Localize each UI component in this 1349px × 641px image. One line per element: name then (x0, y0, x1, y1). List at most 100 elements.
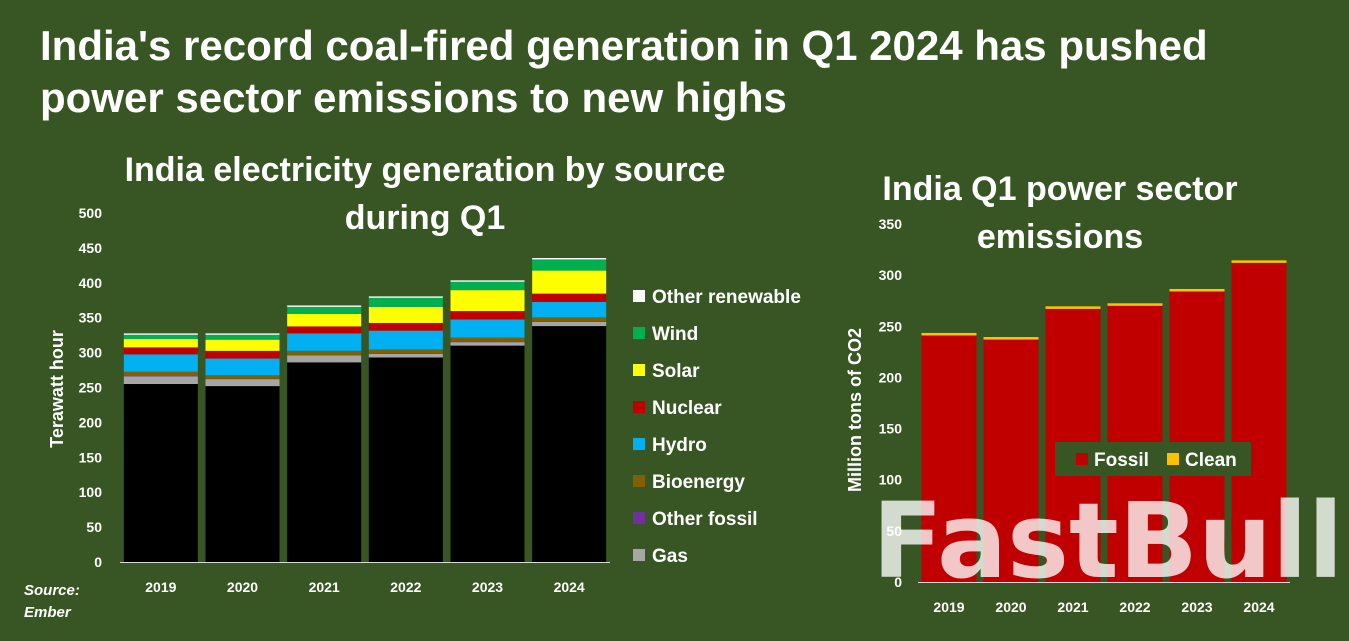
legend-label-solar: Solar (652, 361, 700, 382)
generation-bar-gas-2021 (287, 355, 362, 363)
legend-swatch-hydro (633, 438, 645, 450)
generation-y-tick: 250 (79, 380, 103, 396)
legend-swatch-nuclear (633, 401, 645, 413)
generation-bar-other-renewable-2022 (368, 296, 443, 298)
legend-swatch-fossil (1076, 453, 1088, 465)
generation-chart: Terawatt hour 0 50 100 150 200 250 300 350 400 45… (47, 205, 801, 595)
generation-bar-solar-2024 (532, 270, 607, 294)
generation-y-tick: 0 (94, 554, 102, 570)
emissions-y-tick: 300 (879, 267, 903, 283)
legend-label-hydro: Hydro (652, 435, 707, 456)
generation-bar-other-renewable-2023 (450, 280, 525, 282)
emissions-y-tick: 250 (879, 318, 903, 334)
generation-y-tick: 450 (79, 240, 103, 256)
emissions-y-tick: 0 (894, 574, 902, 590)
generation-x-tick: 2024 (554, 579, 585, 595)
generation-bar-nuclear-2021 (287, 326, 362, 334)
emissions-chart-title: India Q1 power sector emissions (882, 170, 1238, 256)
generation-y-tick: 500 (79, 205, 103, 221)
generation-bar-other-renewable-2021 (287, 305, 362, 307)
emissions-bar-fossil-2023 (1169, 291, 1225, 582)
source-label: Source: (24, 582, 80, 599)
generation-chart-title: India electricity generation by source d… (124, 151, 726, 237)
generation-bar-bioenergy-2019 (123, 371, 198, 376)
generation-y-tick: 300 (79, 345, 103, 361)
legend-label-wind: Wind (652, 324, 698, 345)
watermark: FastBull (872, 480, 1343, 602)
generation-bar-hydro-2022 (368, 330, 443, 350)
emissions-bar-clean-2022 (1107, 303, 1163, 306)
legend-swatch-gas (633, 549, 645, 561)
legend-swatch-wind (633, 327, 645, 339)
generation-bar-nuclear-2022 (368, 322, 443, 331)
emissions-bar-fossil-2024 (1231, 262, 1287, 582)
generation-bar-coal-2024 (532, 326, 607, 562)
generation-bar-coal-2023 (450, 345, 525, 562)
generation-bar-bioenergy-2023 (450, 337, 525, 342)
legend-swatch-other-renewable (633, 290, 645, 302)
emissions-x-tick: 2022 (1119, 599, 1150, 615)
generation-y-tick: 50 (86, 519, 102, 535)
generation-bar-hydro-2019 (123, 354, 198, 372)
generation-bar-wind-2024 (532, 259, 607, 271)
generation-bar-gas-2020 (205, 379, 280, 387)
emissions-x-tick: 2024 (1243, 599, 1274, 615)
legend-swatch-bioenergy (633, 475, 645, 487)
legend-swatch-other-fossil (633, 512, 645, 524)
generation-bar-wind-2019 (123, 334, 198, 339)
emissions-y-tick: 200 (879, 369, 903, 385)
generation-bar-solar-2020 (205, 339, 280, 351)
emissions-bar-clean-2021 (1045, 306, 1101, 309)
generation-y-tick: 200 (79, 414, 103, 430)
generation-bar-coal-2020 (205, 386, 280, 562)
generation-bar-bioenergy-2020 (205, 375, 280, 379)
generation-bar-wind-2021 (287, 306, 362, 314)
generation-y-tick: 400 (79, 275, 103, 291)
page-title: India's record coal-fired generation in … (40, 22, 1208, 121)
generation-x-tick: 2021 (309, 579, 340, 595)
generation-y-tick: 100 (79, 484, 103, 500)
generation-bar-coal-2019 (123, 384, 198, 562)
generation-bar-gas-2024 (532, 321, 607, 327)
generation-y-tick: 150 (79, 449, 103, 465)
generation-bar-other-renewable-2024 (532, 258, 607, 260)
generation-x-tick: 2019 (145, 579, 176, 595)
emissions-x-tick: 2021 (1057, 599, 1088, 615)
legend-label-other-fossil: Other fossil (652, 509, 758, 530)
legend-label-clean: Clean (1185, 450, 1237, 471)
legend-label-other-renewable: Other renewable (652, 287, 801, 308)
generation-bar-other-renewable-2020 (205, 333, 280, 335)
legend-swatch-clean (1167, 453, 1179, 465)
source-note: Source: Ember (24, 580, 104, 624)
emissions-y-axis-title: Million tons of CO2 (845, 328, 865, 492)
emissions-x-tick: 2020 (995, 599, 1026, 615)
generation-bar-nuclear-2023 (450, 311, 525, 320)
legend-label-nuclear: Nuclear (652, 398, 722, 419)
generation-bar-coal-2022 (368, 357, 443, 562)
generation-bar-bioenergy-2021 (287, 350, 362, 356)
generation-bar-wind-2023 (450, 281, 525, 291)
legend-label-fossil: Fossil (1094, 450, 1149, 471)
emissions-bar-clean-2024 (1231, 260, 1287, 263)
generation-bar-nuclear-2024 (532, 293, 607, 302)
emissions-bar-clean-2020 (983, 337, 1039, 340)
emissions-y-tick: 50 (886, 523, 902, 539)
emissions-chart: Million tons of CO2 0 50 100 150 200 250 300 35… (845, 216, 1290, 615)
emissions-x-tick: 2019 (933, 599, 964, 615)
watermark-logo: FastBull (872, 480, 1343, 602)
generation-bar-bioenergy-2022 (368, 349, 443, 354)
emissions-bar-clean-2019 (921, 332, 977, 336)
generation-bar-solar-2021 (287, 313, 362, 327)
emissions-bar-fossil-2020 (983, 339, 1039, 582)
generation-bar-gas-2019 (123, 376, 198, 385)
emissions-y-tick: 150 (879, 421, 903, 437)
generation-bar-other-renewable-2019 (123, 333, 198, 335)
generation-y-axis-title: Terawatt hour (47, 330, 67, 448)
generation-bar-solar-2022 (368, 306, 443, 323)
generation-x-tick: 2020 (227, 579, 258, 595)
generation-bar-nuclear-2019 (123, 347, 198, 355)
generation-bar-solar-2023 (450, 290, 525, 312)
generation-bar-hydro-2020 (205, 358, 280, 376)
legend-swatch-solar (633, 364, 645, 376)
